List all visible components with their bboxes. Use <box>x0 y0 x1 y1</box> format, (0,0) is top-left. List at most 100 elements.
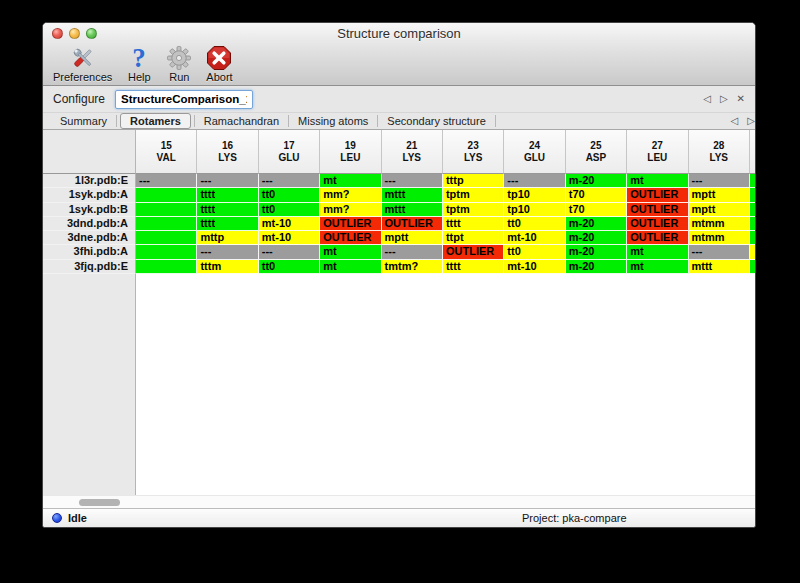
rotamer-cell-red[interactable]: OUTLIER <box>443 245 504 259</box>
row-label[interactable]: 3fhi.pdb:A <box>43 245 136 259</box>
column-header-27[interactable]: 27LEU <box>627 130 688 174</box>
rotamer-cell-green[interactable]: tttt <box>197 203 258 217</box>
rotamer-cell-green[interactable]: mt <box>320 245 381 259</box>
rotamer-cell-red[interactable]: OUTLIER <box>627 217 688 231</box>
rotamer-cell-yellow[interactable]: ttpt <box>443 231 504 245</box>
run-button[interactable]: Run <box>166 45 192 83</box>
rotamer-cell-yellow[interactable]: mt-10 <box>259 217 320 231</box>
rotamer-cell-red[interactable]: OUTLIER <box>627 231 688 245</box>
help-button[interactable]: ?Help <box>126 45 152 83</box>
configure-name-input[interactable] <box>115 90 253 109</box>
rotamer-cell-green[interactable] <box>136 260 197 274</box>
rotamer-cell-green[interactable]: tt0 <box>259 188 320 202</box>
rotamer-cell-green[interactable]: mt <box>320 174 381 188</box>
rotamer-cell-gray[interactable]: --- <box>382 174 443 188</box>
tab-missing-atoms[interactable]: Missing atoms <box>289 114 377 128</box>
rotamer-cell-yellow[interactable]: mptt <box>382 231 443 245</box>
rotamer-cell-yellow[interactable]: mptt <box>689 188 750 202</box>
rotamer-cell-green[interactable]: tt0 <box>259 203 320 217</box>
rotamer-cell-green[interactable]: mttt <box>382 188 443 202</box>
column-header-25[interactable]: 25ASP <box>566 130 627 174</box>
column-header-16[interactable]: 16LYS <box>197 130 258 174</box>
rotamer-cell-yellow[interactable]: mt-10 <box>504 260 565 274</box>
rotamer-cell-green[interactable]: tt0 <box>259 260 320 274</box>
tab-secondary-structure[interactable]: Secondary structure <box>378 114 494 128</box>
horizontal-scrollbar-thumb[interactable] <box>79 499 120 506</box>
rotamer-cell-green[interactable]: m-20 <box>566 174 627 188</box>
rotamer-cell-green[interactable]: m-20 <box>566 245 627 259</box>
next-tab-icon[interactable]: ▷ <box>747 116 755 126</box>
column-header-28[interactable]: 28LYS <box>689 130 750 174</box>
titlebar[interactable]: Structure comparison <box>43 23 755 45</box>
rotamer-cell-yellow[interactable]: mttt <box>689 260 750 274</box>
rotamer-cell-green[interactable]: mt <box>627 174 688 188</box>
rotamer-cell-yellow[interactable]: tttm <box>197 260 258 274</box>
rotamer-cell-gray[interactable]: --- <box>689 174 750 188</box>
rotamer-cell-green[interactable]: mt <box>627 260 688 274</box>
prev-config-icon[interactable]: ◁ <box>703 94 711 104</box>
rotamer-cell-red[interactable]: OUTLIER <box>320 231 381 245</box>
rotamer-cell-yellow[interactable]: tt0 <box>504 245 565 259</box>
column-header-17[interactable]: 17GLU <box>259 130 320 174</box>
abort-button[interactable]: Abort <box>206 45 232 83</box>
rotamer-cell-green[interactable]: m-20 <box>566 217 627 231</box>
row-label[interactable]: 1syk.pdb:B <box>43 203 136 217</box>
rotamer-cell-red[interactable]: OUTLIER <box>382 217 443 231</box>
rotamer-cell-yellow[interactable]: t70 <box>566 188 627 202</box>
next-config-icon[interactable]: ▷ <box>720 94 728 104</box>
rotamer-cell-yellow[interactable]: t70 <box>566 203 627 217</box>
rotamer-cell-red[interactable]: OUTLIER <box>627 188 688 202</box>
row-label[interactable]: 1syk.pdb:A <box>43 188 136 202</box>
tab-summary[interactable]: Summary <box>51 114 116 128</box>
close-window-button[interactable] <box>52 28 63 39</box>
rotamer-cell-yellow[interactable]: tmtm? <box>382 260 443 274</box>
tab-ramachandran[interactable]: Ramachandran <box>195 114 288 128</box>
rotamer-cell-green[interactable]: mt <box>627 245 688 259</box>
rotamer-cell-yellow[interactable]: mm? <box>320 188 381 202</box>
rotamer-cell-yellow[interactable]: tt0 <box>504 217 565 231</box>
close-config-icon[interactable]: ✕ <box>737 94 745 104</box>
rotamer-cell-gray[interactable]: --- <box>259 174 320 188</box>
rotamer-cell-green[interactable] <box>136 203 197 217</box>
row-label[interactable]: 3dnd.pdb:A <box>43 217 136 231</box>
rotamer-cell-gray[interactable]: --- <box>136 174 197 188</box>
tab-rotamers[interactable]: Rotamers <box>120 113 191 129</box>
rotamer-cell-yellow[interactable]: tttt <box>443 217 504 231</box>
rotamer-cell-red[interactable]: OUTLIER <box>320 217 381 231</box>
rotamer-cell-green[interactable] <box>136 188 197 202</box>
rotamer-cell-green[interactable] <box>136 231 197 245</box>
prev-tab-icon[interactable]: ◁ <box>731 116 739 126</box>
rotamer-cell-gray[interactable]: --- <box>197 174 258 188</box>
rotamer-cell-yellow[interactable]: mttp <box>197 231 258 245</box>
column-header-15[interactable]: 15VAL <box>136 130 197 174</box>
rotamer-cell-yellow[interactable]: mptt <box>689 203 750 217</box>
rotamer-cell-green[interactable] <box>136 217 197 231</box>
rotamer-cell-yellow[interactable]: tptm <box>443 203 504 217</box>
rotamer-cell-yellow[interactable]: mtmm <box>689 231 750 245</box>
rotamer-cell-green[interactable]: tttt <box>197 217 258 231</box>
rotamer-cell-red[interactable]: OUTLIER <box>627 203 688 217</box>
row-label[interactable]: 3fjq.pdb:E <box>43 260 136 274</box>
rotamer-cell-yellow[interactable]: tttp <box>443 174 504 188</box>
row-label[interactable]: 1l3r.pdb:E <box>43 174 136 188</box>
rotamer-cell-gray[interactable]: --- <box>689 245 750 259</box>
column-header-19[interactable]: 19LEU <box>320 130 381 174</box>
rotamer-cell-yellow[interactable]: mt-10 <box>504 231 565 245</box>
rotamer-cell-gray[interactable]: --- <box>259 245 320 259</box>
rotamer-cell-green[interactable]: mt <box>320 260 381 274</box>
rotamer-cell-yellow[interactable]: tp10 <box>504 188 565 202</box>
rotamer-cell-yellow[interactable]: mm? <box>320 203 381 217</box>
minimize-window-button[interactable] <box>69 28 80 39</box>
rotamer-cell-gray[interactable]: --- <box>504 174 565 188</box>
rotamer-cell-yellow[interactable]: mtmm <box>689 217 750 231</box>
preferences-button[interactable]: Preferences <box>53 45 112 83</box>
horizontal-scrollbar[interactable] <box>43 495 755 508</box>
rotamer-cell-green[interactable]: m-20 <box>566 260 627 274</box>
rotamer-cell-yellow[interactable]: tptm <box>443 188 504 202</box>
rotamer-cell-yellow[interactable]: tp10 <box>504 203 565 217</box>
rotamer-cell-gray[interactable]: --- <box>382 245 443 259</box>
rotamer-cell-yellow[interactable]: mt-10 <box>259 231 320 245</box>
rotamer-cell-yellow[interactable]: tttt <box>443 260 504 274</box>
rotamer-cell-green[interactable] <box>136 245 197 259</box>
rotamer-cell-green[interactable]: m-20 <box>566 231 627 245</box>
